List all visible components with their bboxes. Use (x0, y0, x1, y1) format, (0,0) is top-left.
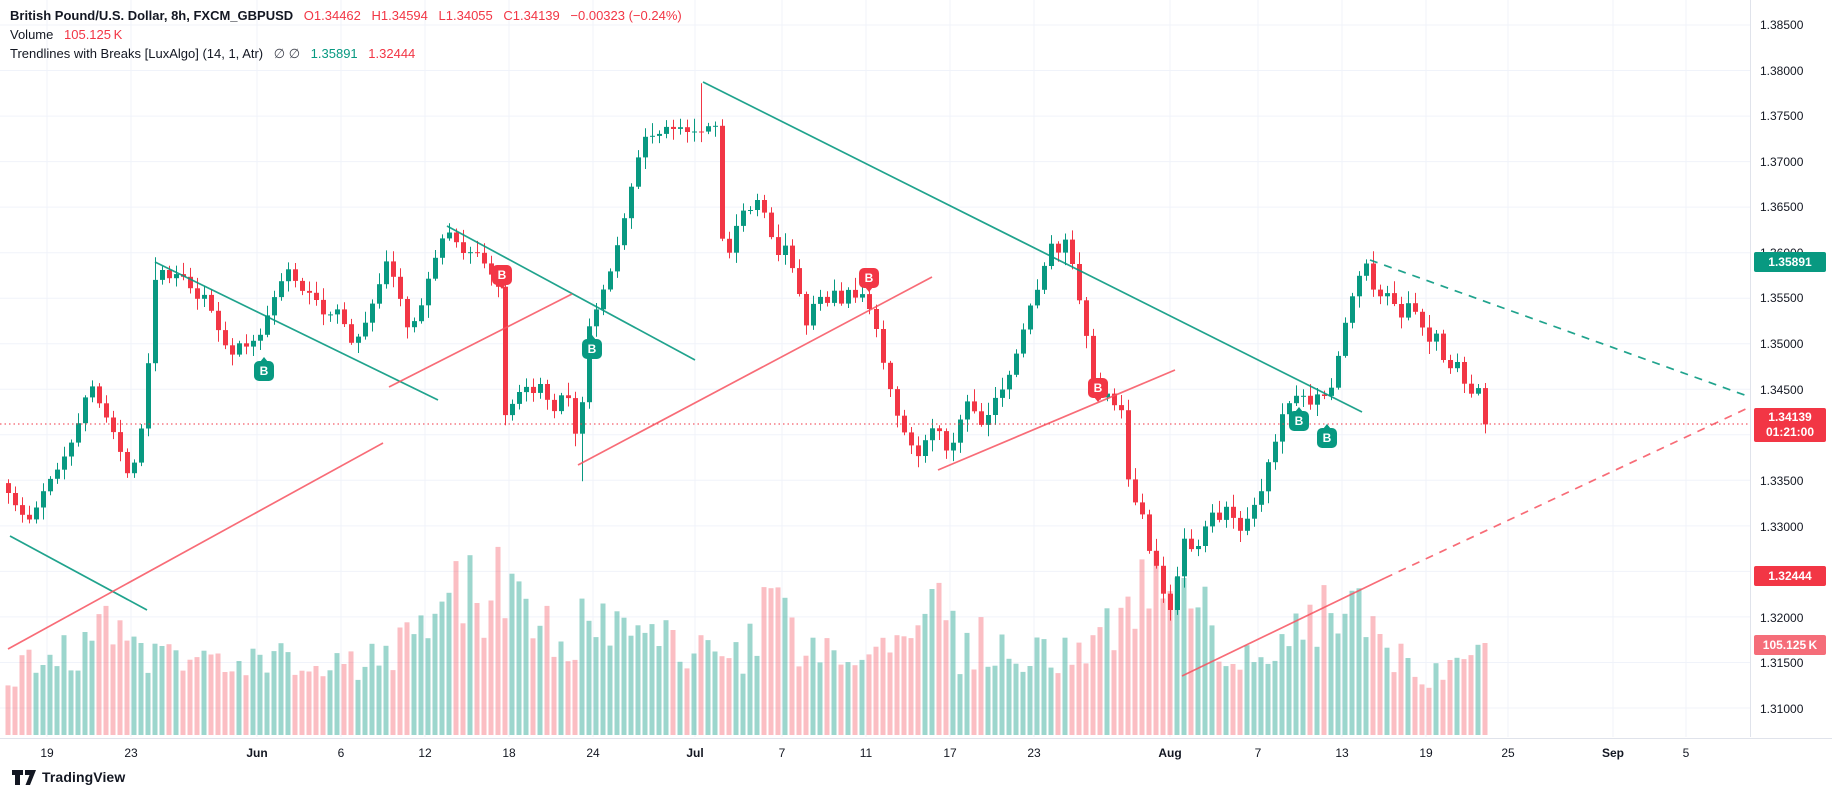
svg-text:B: B (1323, 431, 1332, 445)
volume-label: Volume (10, 27, 54, 42)
time-axis-month-label: Aug (1158, 746, 1182, 760)
price-axis-label: 1.37000 (1760, 155, 1804, 169)
price-axis-label: 1.33500 (1760, 474, 1804, 488)
ohlc-low: L1.34055 (438, 8, 493, 23)
price-axis-label: 1.37500 (1760, 109, 1804, 123)
time-axis-day-label: 23 (1027, 746, 1041, 760)
grid-layer (0, 0, 1750, 737)
break-markers-layer: B B B B B B B (254, 265, 1337, 448)
tradingview-logo[interactable]: TradingView (12, 769, 125, 785)
time-axis-day-label: 11 (859, 746, 873, 760)
price-axis-label: 1.35500 (1760, 291, 1804, 305)
candles-layer (6, 83, 1488, 621)
svg-text:B: B (1094, 381, 1103, 395)
time-axis-day-label: 24 (586, 746, 600, 760)
ohlc-change: −0.00323 (−0.24%) (570, 8, 682, 23)
last-price-badge: 1.34139 01:21:00 (1754, 408, 1826, 442)
price-axis[interactable]: 1.385001.380001.375001.370001.365001.360… (1750, 0, 1832, 737)
ohlc-close: C1.34139 (503, 8, 560, 23)
legend-symbol-row[interactable]: British Pound/U.S. Dollar, 8h, FXCM_GBPU… (10, 6, 682, 25)
bearish-break-marker[interactable]: B (1088, 378, 1108, 402)
price-axis-label: 1.36500 (1760, 200, 1804, 214)
time-axis-month-label: Jul (686, 746, 704, 760)
lower-trendline-price-badge: 1.32444 (1754, 566, 1826, 586)
bullish-break-marker[interactable]: B (1289, 407, 1309, 431)
bullish-break-marker[interactable]: B (254, 357, 274, 381)
upper-trendline-price-badge: 1.35891 (1754, 252, 1826, 272)
indicator-empty-values: ∅ ∅ (273, 46, 301, 61)
time-axis-day-label: 17 (943, 746, 957, 760)
price-axis-label: 1.38000 (1760, 64, 1804, 78)
chart-legend: British Pound/U.S. Dollar, 8h, FXCM_GBPU… (10, 6, 682, 63)
time-axis[interactable]: 19 23 Jun 6 12 18 24 Jul 7 11 17 23 Aug 7 13 19 25 Sep 5 (0, 738, 1832, 769)
time-axis-day-label: 5 (1682, 746, 1690, 760)
price-axis-label: 1.31500 (1760, 656, 1804, 670)
time-axis-day-label: 7 (778, 746, 786, 760)
time-axis-day-label: 25 (1501, 746, 1515, 760)
svg-text:B: B (1295, 414, 1304, 428)
svg-text:B: B (865, 271, 874, 285)
volume-badge: 105.125 K (1754, 635, 1826, 655)
indicator-lower-value: 1.32444 (368, 46, 416, 61)
tradingview-logo-icon (12, 769, 36, 785)
volume-value: 105.125 K (64, 27, 123, 42)
price-axis-label: 1.31000 (1760, 702, 1804, 716)
ohlc-open: O1.34462 (303, 8, 361, 23)
indicator-upper-value: 1.35891 (310, 46, 358, 61)
svg-text:B: B (498, 268, 507, 282)
price-axis-label: 1.35000 (1760, 337, 1804, 351)
tradingview-logo-text: TradingView (42, 769, 126, 785)
bearish-break-marker[interactable]: B (492, 265, 512, 289)
time-axis-day-label: 13 (1335, 746, 1349, 760)
svg-text:B: B (260, 364, 269, 378)
legend-indicator-row[interactable]: Trendlines with Breaks [LuxAlgo] (14, 1,… (10, 44, 682, 63)
volume-layer (5, 546, 1488, 735)
ohlc-high: H1.34594 (371, 8, 428, 23)
time-axis-day-label: 7 (1254, 746, 1262, 760)
bearish-break-marker[interactable]: B (859, 268, 879, 292)
time-axis-day-label: 12 (418, 746, 432, 760)
trendlines-layer[interactable] (7, 81, 1751, 677)
legend-volume-row[interactable]: Volume 105.125 K (10, 25, 682, 44)
time-axis-day-label: 6 (337, 746, 345, 760)
bullish-break-marker[interactable]: B (582, 335, 602, 359)
price-axis-label: 1.33000 (1760, 520, 1804, 534)
time-axis-month-label: Jun (246, 746, 268, 760)
time-axis-day-label: 19 (1419, 746, 1433, 760)
time-axis-month-label: Sep (1601, 746, 1625, 760)
price-axis-label: 1.34500 (1760, 383, 1804, 397)
price-axis-label: 1.32000 (1760, 611, 1804, 625)
indicator-title: Trendlines with Breaks [LuxAlgo] (14, 1,… (10, 46, 264, 61)
symbol-title: British Pound/U.S. Dollar, 8h, FXCM_GBPU… (10, 8, 294, 23)
time-axis-day-label: 18 (502, 746, 516, 760)
svg-text:B: B (588, 342, 597, 356)
time-axis-day-label: 23 (124, 746, 138, 760)
bullish-break-marker[interactable]: B (1317, 424, 1337, 448)
price-axis-label: 1.38500 (1760, 18, 1804, 32)
time-axis-day-label: 19 (40, 746, 54, 760)
